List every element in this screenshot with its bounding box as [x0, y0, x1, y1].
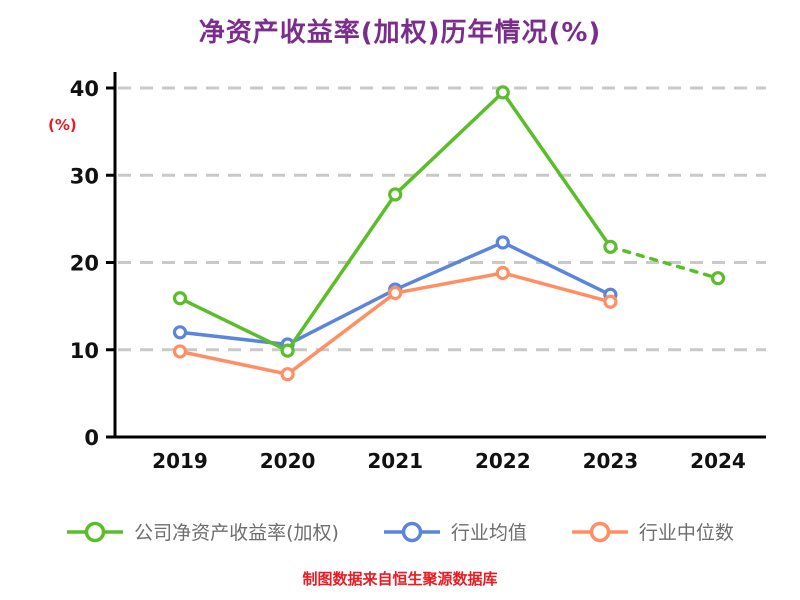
legend-label-company-roe: 公司净资产收益率(加权): [134, 522, 339, 544]
series-line-0: [608, 245, 720, 280]
y-tick-label: 30: [70, 164, 99, 188]
legend-label-industry-mean: 行业均值: [450, 522, 527, 544]
legend-item-industry-mean: 行业均值: [383, 518, 527, 545]
x-tick-label: 2019: [152, 449, 208, 473]
x-tick-label: 2020: [260, 449, 316, 473]
data-point-marker: [495, 265, 510, 281]
data-point-marker: [603, 239, 618, 254]
y-tick-label: 40: [70, 77, 99, 101]
data-point-marker: [495, 235, 510, 250]
series-line-0: [285, 192, 397, 353]
industry-median-legend-marker-icon: [571, 521, 628, 542]
data-source-note: 制图数据来自恒生聚源数据库: [302, 570, 498, 588]
x-tick-label: 2024: [690, 449, 746, 473]
data-point-marker: [172, 325, 188, 340]
series-line-1: [393, 240, 505, 292]
data-point-marker: [280, 343, 295, 358]
data-point-marker: [495, 85, 510, 100]
data-point-marker: [172, 344, 188, 359]
legend-item-company-roe: 公司净资产收益率(加权): [66, 518, 339, 545]
chart-legend: 公司净资产收益率(加权) 行业均值 行业中位数: [0, 518, 800, 545]
series-line-2: [393, 271, 505, 295]
data-point-marker: [388, 285, 403, 301]
plot-area: 0 10 20 30 40 2019 2020 2021 2022 2023 2024: [70, 72, 766, 473]
data-point-marker: [710, 271, 726, 286]
data-point-marker: [172, 291, 188, 306]
x-tick-label: 2023: [583, 449, 639, 473]
data-point-marker: [388, 187, 403, 202]
y-tick-label: 0: [84, 426, 99, 450]
legend-item-industry-median: 行业中位数: [571, 518, 734, 545]
series-line-0: [178, 296, 290, 353]
y-tick-label: 20: [70, 252, 99, 276]
series-line-0: [501, 90, 613, 249]
legend-label-industry-median: 行业中位数: [638, 522, 734, 544]
y-axis-unit-label: (%): [48, 116, 77, 134]
x-tick-label: 2022: [475, 449, 531, 473]
series-line-2: [285, 291, 397, 376]
series-line-2: [501, 271, 613, 304]
series-line-2: [178, 349, 290, 376]
y-tick-label: 10: [70, 339, 99, 363]
x-tick-label: 2021: [367, 449, 423, 473]
series-line-1: [285, 287, 397, 347]
chart-title: 净资产收益率(加权)历年情况(%): [198, 18, 602, 48]
series-line-1: [501, 240, 613, 297]
data-point-marker: [603, 294, 618, 309]
data-point-marker: [280, 367, 295, 382]
company-roe-legend-marker-icon: [67, 521, 124, 542]
series-line-0: [393, 90, 505, 197]
industry-mean-legend-marker-icon: [383, 521, 440, 542]
